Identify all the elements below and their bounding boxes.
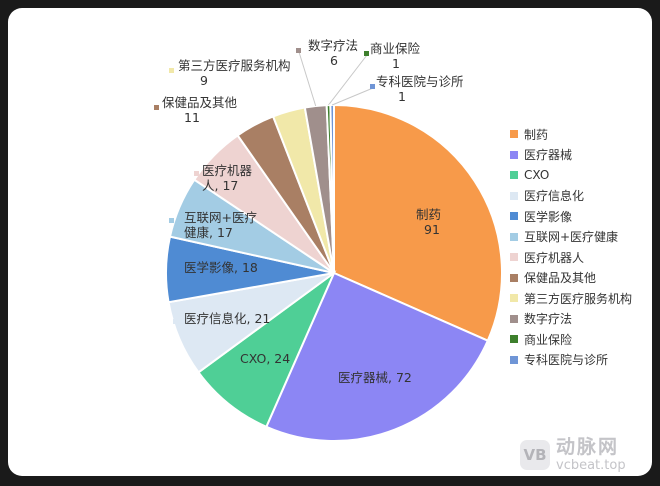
slice-label-1: 医疗器械, 72: [338, 370, 412, 385]
slice-label-5: 互联网+医疗健康, 17: [184, 210, 257, 240]
legend-swatch-6: [510, 253, 518, 262]
slice-label-3: 医疗信息化, 21: [184, 311, 270, 326]
leader-line-10: [328, 54, 368, 106]
legend-swatch-9: [510, 314, 518, 323]
legend-label-11: 专科医院与诊所: [524, 353, 609, 368]
slice-label-2: CXO, 24: [240, 351, 290, 366]
slice-label-10: 商业保险 1: [370, 41, 421, 71]
legend-label-8: 第三方医疗服务机构: [524, 291, 633, 306]
label-marker-0: [401, 215, 406, 220]
watermark-url: vcbeat.top: [556, 458, 626, 473]
slice-label-7: 保健品及其他 11: [162, 95, 238, 125]
label-marker-10: [364, 51, 369, 56]
vcbeat-logo-icon: VB: [520, 440, 550, 470]
legend-item-8: 第三方医疗服务机构: [510, 288, 632, 309]
legend-label-10: 商业保险: [524, 332, 573, 347]
legend-item-3: 医疗信息化: [510, 186, 632, 207]
label-marker-6: [194, 171, 199, 176]
label-marker-2: [236, 359, 241, 364]
label-marker-4: [169, 268, 174, 273]
slice-label-6: 医疗机器人, 17: [202, 163, 253, 193]
pie-slice-0: [333, 103, 503, 342]
legend-swatch-3: [510, 191, 518, 200]
pie-slice-1: [265, 271, 490, 442]
legend-label-6: 医疗机器人: [524, 250, 585, 265]
legend-item-1: 医疗器械: [510, 145, 632, 166]
chart-card: 制药 91 医疗器械, 72 CXO, 24 医疗信息化, 21 医学影像, 18 互联网+…: [8, 8, 652, 476]
legend-item-5: 互联网+医疗健康: [510, 227, 632, 248]
legend-swatch-7: [510, 273, 518, 282]
legend-swatch-10: [510, 335, 518, 344]
legend-item-6: 医疗机器人: [510, 247, 632, 268]
slice-label-8: 第三方医疗服务机构 9: [178, 58, 291, 88]
legend-swatch-2: [510, 171, 518, 180]
label-marker-11: [370, 84, 375, 89]
label-marker-9: [296, 48, 301, 53]
legend-label-3: 医疗信息化: [524, 189, 585, 204]
slice-label-9: 数字疗法 6: [308, 38, 358, 68]
slice-label-4: 医学影像, 18: [184, 260, 258, 275]
pie-slice-2: [197, 269, 337, 429]
legend-item-9: 数字疗法: [510, 309, 632, 330]
chart-legend: 制药医疗器械 CXO 医疗信息化医学影像互联网+医疗健康 医疗机器人保健品及其他第三方…: [510, 124, 632, 370]
legend-label-0: 制药: [524, 127, 549, 142]
label-marker-8: [169, 68, 174, 73]
legend-label-5: 互联网+医疗健康: [524, 230, 619, 245]
legend-label-4: 医学影像: [524, 209, 573, 224]
legend-item-10: 商业保险: [510, 329, 632, 350]
legend-item-0: 制药: [510, 124, 632, 145]
legend-swatch-4: [510, 212, 518, 221]
slice-label-0: 制药 91: [416, 207, 441, 237]
legend-swatch-1: [510, 150, 518, 159]
legend-label-7: 保健品及其他: [524, 271, 597, 286]
legend-item-4: 医学影像: [510, 206, 632, 227]
watermark: VB 动脉网 vcbeat.top: [520, 438, 626, 472]
legend-label-1: 医疗器械: [524, 148, 573, 163]
leader-line-9: [298, 51, 317, 107]
legend-swatch-8: [510, 294, 518, 303]
pie-slice-11: [329, 103, 335, 274]
legend-swatch-11: [510, 355, 518, 364]
legend-item-2: CXO: [510, 165, 632, 186]
pie-chart: 制药 91 医疗器械, 72 CXO, 24 医疗信息化, 21 医学影像, 18 互联网+…: [154, 38, 503, 442]
legend-label-2: CXO: [524, 168, 550, 183]
legend-item-11: 专科医院与诊所: [510, 350, 632, 371]
label-marker-5: [169, 218, 174, 223]
label-marker-7: [154, 105, 159, 110]
label-marker-1: [330, 378, 335, 383]
leader-line-11: [331, 87, 374, 106]
label-marker-3: [173, 319, 178, 324]
legend-swatch-5: [510, 232, 518, 241]
legend-swatch-0: [510, 130, 518, 139]
legend-label-9: 数字疗法: [524, 312, 573, 327]
legend-item-7: 保健品及其他: [510, 268, 632, 289]
slice-label-11: 专科医院与诊所 1: [376, 74, 464, 104]
watermark-name: 动脉网: [556, 436, 620, 458]
